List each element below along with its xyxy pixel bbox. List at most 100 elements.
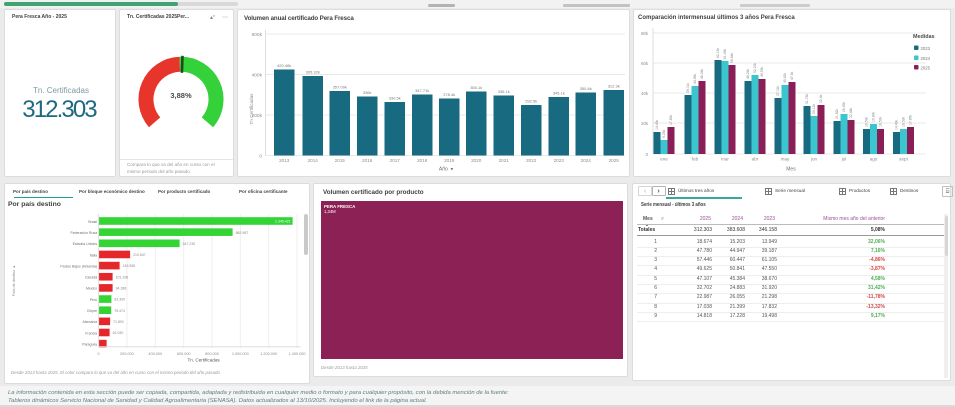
svg-text:145.555: 145.555 — [123, 264, 136, 268]
svg-text:0: 0 — [259, 154, 262, 160]
svg-text:17.85k: 17.85k — [909, 115, 913, 125]
svg-text:800.000: 800.000 — [205, 352, 219, 356]
svg-text:2023: 2023 — [554, 158, 565, 163]
svg-text:2025: 2025 — [921, 65, 931, 70]
svg-text:0: 0 — [646, 152, 649, 157]
svg-text:22.48k: 22.48k — [849, 108, 853, 118]
svg-text:21.82k: 21.82k — [835, 109, 839, 119]
svg-text:32.4k: 32.4k — [819, 94, 823, 103]
svg-text:19.83k: 19.83k — [872, 112, 876, 122]
svg-text:312.3k: 312.3k — [608, 84, 620, 89]
svg-text:600.000: 600.000 — [177, 352, 191, 356]
svg-text:País de destino ▴: País de destino ▴ — [12, 266, 16, 296]
svg-text:Tn. Certificadas: Tn. Certificadas — [188, 358, 221, 363]
svg-text:Chipre: Chipre — [87, 309, 97, 313]
svg-text:16.53k: 16.53k — [879, 117, 883, 127]
svg-text:17.85k: 17.85k — [669, 115, 673, 125]
svg-text:1.200.000: 1.200.000 — [260, 352, 277, 356]
svg-text:62.15k: 62.15k — [716, 48, 720, 58]
svg-text:Estados Unidos: Estados Unidos — [73, 242, 98, 246]
svg-text:45.62k: 45.62k — [783, 73, 787, 83]
svg-text:ene: ene — [660, 157, 668, 162]
svg-text:16.53k: 16.53k — [902, 117, 906, 127]
svg-text:600k: 600k — [252, 32, 263, 38]
svg-text:14.49k: 14.49k — [895, 120, 899, 130]
svg-text:14.49k: 14.49k — [655, 120, 659, 130]
svg-text:347.71k: 347.71k — [415, 88, 429, 93]
svg-text:Federación Rusa: Federación Rusa — [70, 231, 97, 235]
svg-text:1.400.000: 1.400.000 — [289, 352, 306, 356]
svg-text:20k: 20k — [641, 121, 649, 126]
svg-text:Mexico: Mexico — [86, 287, 97, 291]
svg-text:400k: 400k — [252, 73, 263, 79]
svg-text:336k: 336k — [363, 90, 372, 95]
svg-text:2024: 2024 — [921, 56, 931, 61]
svg-text:16.53k: 16.53k — [865, 117, 869, 127]
svg-text:400.000: 400.000 — [148, 352, 162, 356]
svg-text:357.09k: 357.09k — [333, 85, 347, 90]
svg-text:37.02k: 37.02k — [776, 86, 780, 96]
svg-text:Alemania: Alemania — [83, 320, 98, 324]
svg-text:330.5k: 330.5k — [389, 96, 401, 101]
svg-text:2021: 2021 — [499, 158, 510, 163]
svg-text:2023: 2023 — [921, 46, 931, 51]
svg-text:94.286: 94.286 — [116, 287, 127, 291]
svg-text:Países Bajos (Holanda): Países Bajos (Holanda) — [60, 264, 97, 268]
svg-text:350.6k: 350.6k — [580, 86, 592, 91]
svg-text:200.000: 200.000 — [120, 352, 134, 356]
svg-text:ago: ago — [870, 157, 878, 162]
svg-text:2013: 2013 — [279, 158, 290, 163]
svg-text:44.96k: 44.96k — [693, 74, 697, 84]
svg-text:jun: jun — [810, 157, 818, 162]
svg-text:82.300: 82.300 — [114, 298, 125, 302]
svg-text:2018: 2018 — [417, 158, 428, 163]
svg-text:2020: 2020 — [471, 158, 482, 163]
svg-text:48.26k: 48.26k — [746, 69, 750, 79]
svg-text:3,88%: 3,88% — [170, 91, 192, 100]
svg-text:9.26k: 9.26k — [662, 129, 666, 138]
svg-text:feb: feb — [692, 157, 699, 162]
svg-text:0: 0 — [98, 352, 100, 356]
svg-text:jul: jul — [841, 157, 847, 162]
svg-text:355.1k: 355.1k — [470, 85, 482, 90]
svg-text:80k: 80k — [641, 31, 649, 36]
svg-text:60k: 60k — [641, 61, 649, 66]
svg-text:abr: abr — [752, 157, 759, 162]
svg-text:47.6k: 47.6k — [790, 71, 794, 80]
svg-text:39.01k: 39.01k — [686, 83, 690, 93]
svg-text:31.74k: 31.74k — [805, 94, 809, 104]
svg-text:292.5k: 292.5k — [525, 99, 537, 104]
svg-text:278.4k: 278.4k — [443, 92, 455, 97]
svg-text:101.298: 101.298 — [116, 275, 129, 279]
svg-text:62.030: 62.030 — [113, 331, 124, 335]
svg-text:40k: 40k — [641, 91, 649, 96]
svg-text:210.847: 210.847 — [133, 253, 146, 257]
svg-text:Año ▾: Año ▾ — [439, 167, 454, 173]
svg-text:52.23k: 52.23k — [753, 63, 757, 73]
svg-text:Medidas: Medidas — [913, 34, 935, 40]
svg-text:395.32k: 395.32k — [306, 70, 320, 75]
svg-text:mar: mar — [721, 157, 729, 162]
svg-text:25.12k: 25.12k — [812, 104, 816, 114]
svg-text:58.84k: 58.84k — [730, 53, 734, 63]
svg-text:2019: 2019 — [444, 158, 455, 163]
svg-text:75.474: 75.474 — [114, 309, 125, 313]
svg-text:2025: 2025 — [609, 158, 620, 163]
svg-text:61.49k: 61.49k — [723, 49, 727, 59]
svg-text:420.46k: 420.46k — [277, 63, 291, 68]
svg-text:Canadá: Canadá — [85, 276, 97, 280]
svg-text:49.59k: 49.59k — [760, 67, 764, 77]
svg-text:Italia: Italia — [90, 253, 97, 257]
svg-text:Tn Certificadas: Tn Certificadas — [249, 93, 254, 125]
svg-text:2024: 2024 — [581, 158, 592, 163]
svg-text:200k: 200k — [252, 113, 263, 119]
svg-text:Francia: Francia — [85, 331, 97, 335]
svg-text:2017: 2017 — [390, 158, 401, 163]
svg-text:647.230: 647.230 — [183, 242, 196, 246]
svg-text:2022: 2022 — [526, 158, 537, 163]
svg-text:Mes: Mes — [786, 167, 796, 173]
svg-text:336.1k: 336.1k — [498, 89, 510, 94]
svg-text:1.000.000: 1.000.000 — [232, 352, 249, 356]
svg-text:1.345.421: 1.345.421 — [275, 220, 291, 224]
svg-text:Perú: Perú — [90, 298, 97, 302]
